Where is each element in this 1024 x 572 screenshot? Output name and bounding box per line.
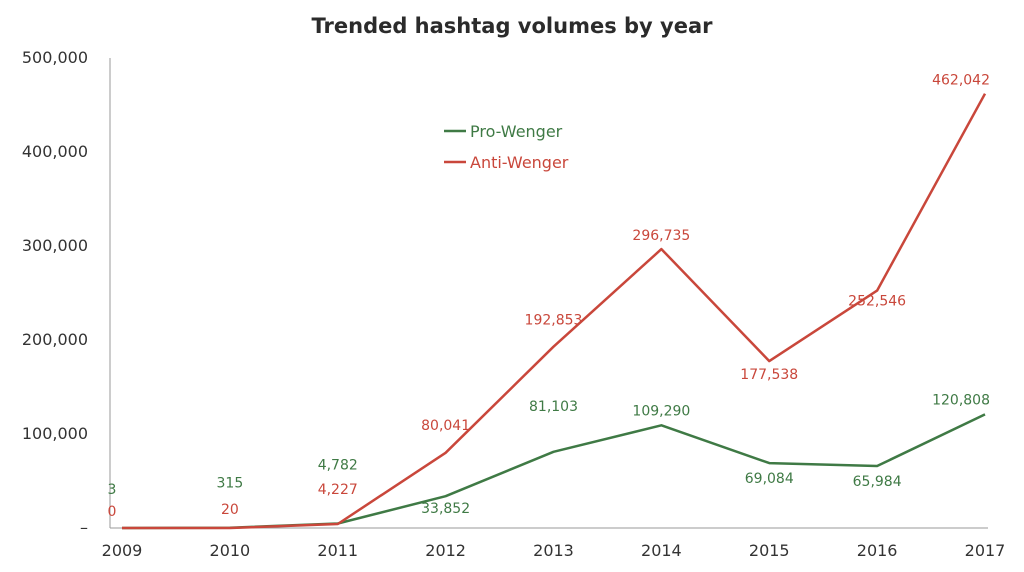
x-tick-label: 2014 <box>641 541 682 560</box>
y-axis-ticks: – 100,000 200,000 300,000 400,000 500,000 <box>22 48 88 537</box>
data-label: 109,290 <box>632 403 690 419</box>
legend-label: Anti-Wenger <box>470 153 569 172</box>
series-line-pro-wenger <box>121 413 986 530</box>
data-label: 65,984 <box>853 474 902 490</box>
x-tick-label: 2009 <box>102 541 143 560</box>
data-label: 192,853 <box>525 313 583 329</box>
data-labels: 3 315 4,782 33,852 81,103 109,290 69,084 65,984… <box>108 73 990 520</box>
x-tick-label: 2013 <box>533 541 574 560</box>
y-tick-label: – <box>80 518 88 537</box>
series-group <box>121 93 987 530</box>
y-tick-label: 100,000 <box>22 424 88 443</box>
data-label: 33,852 <box>421 501 470 517</box>
x-tick-label: 2015 <box>749 541 790 560</box>
series-line-anti-wenger <box>122 93 987 530</box>
data-label: 20 <box>221 502 239 518</box>
x-tick-label: 2017 <box>965 541 1006 560</box>
data-label: 252,546 <box>848 294 906 310</box>
data-label: 315 <box>217 476 244 492</box>
y-tick-label: 500,000 <box>22 48 88 67</box>
x-tick-label: 2012 <box>425 541 466 560</box>
data-label: 462,042 <box>932 73 990 89</box>
data-label: 120,808 <box>932 392 990 408</box>
data-label: 296,735 <box>632 228 690 244</box>
data-label: 80,041 <box>421 418 470 434</box>
x-axis-ticks: 2009 2010 2011 2012 2013 2014 2015 2016 2017 <box>102 541 1006 560</box>
data-label: 81,103 <box>529 399 578 415</box>
data-label: 4,782 <box>318 458 358 474</box>
data-label: 177,538 <box>740 367 798 383</box>
legend-label: Pro-Wenger <box>470 122 563 141</box>
x-tick-label: 2011 <box>317 541 358 560</box>
data-label: 4,227 <box>318 482 358 498</box>
x-tick-label: 2010 <box>210 541 251 560</box>
y-tick-label: 400,000 <box>22 142 88 161</box>
y-tick-label: 200,000 <box>22 330 88 349</box>
data-label: 0 <box>108 504 117 520</box>
chart-title: Trended hashtag volumes by year <box>312 14 714 38</box>
y-tick-label: 300,000 <box>22 236 88 255</box>
x-tick-label: 2016 <box>857 541 898 560</box>
data-label: 3 <box>108 482 117 498</box>
legend: Pro-Wenger Anti-Wenger <box>444 122 569 172</box>
data-label: 69,084 <box>745 471 794 487</box>
